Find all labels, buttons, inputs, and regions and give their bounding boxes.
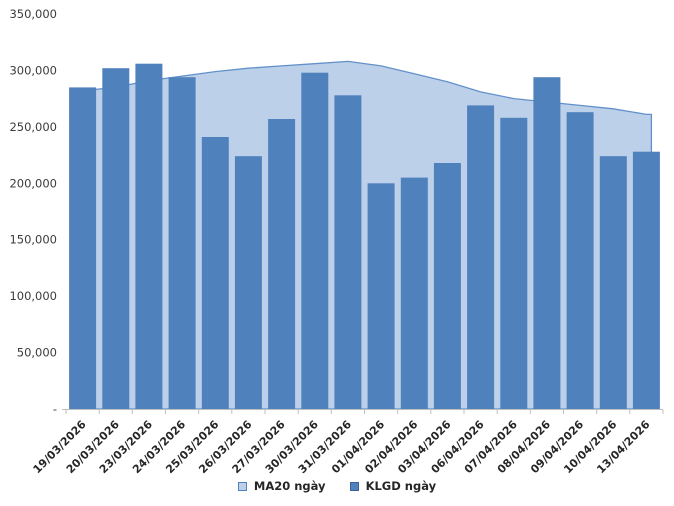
klgd-bar [268, 119, 296, 409]
ma20-legend-swatch-icon [237, 482, 247, 491]
klgd-bar [566, 112, 594, 409]
klgd-bar [102, 68, 130, 409]
y-axis-label: 50,000 [17, 346, 57, 360]
klgd-legend-swatch-icon [349, 482, 359, 491]
klgd-bar [533, 77, 561, 409]
klgd-bar [599, 156, 627, 409]
klgd-bar [168, 77, 196, 409]
y-axis-label: 150,000 [9, 233, 57, 247]
klgd-bar [500, 117, 528, 410]
legend-item-ma20: MA20 ngày [237, 479, 326, 493]
legend-item-klgd: KLGD ngày [349, 479, 437, 493]
klgd-bar [632, 151, 660, 409]
klgd-bar [433, 163, 461, 409]
y-axis-label: 300,000 [9, 63, 57, 77]
y-axis-label: 350,000 [9, 7, 57, 21]
klgd-bar [201, 137, 229, 409]
klgd-bar [334, 95, 362, 410]
y-axis-label: 100,000 [9, 289, 57, 303]
chart-legend: MA20 ngày KLGD ngày [0, 480, 674, 493]
ma20-area [76, 60, 653, 410]
ma20-legend-label: MA20 ngày [253, 479, 326, 493]
y-axis-label: 250,000 [9, 120, 57, 134]
klgd-legend-label: KLGD ngày [365, 479, 437, 493]
klgd-bar [234, 156, 262, 409]
klgd-bar [69, 87, 97, 410]
klgd-bar [301, 72, 329, 409]
klgd-bar [367, 183, 395, 409]
y-axis-label: 200,000 [9, 176, 57, 190]
y-axis-label: - [53, 402, 57, 416]
klgd-bar [400, 177, 428, 409]
klgd-bar [135, 63, 163, 409]
klgd-bar [467, 105, 495, 410]
